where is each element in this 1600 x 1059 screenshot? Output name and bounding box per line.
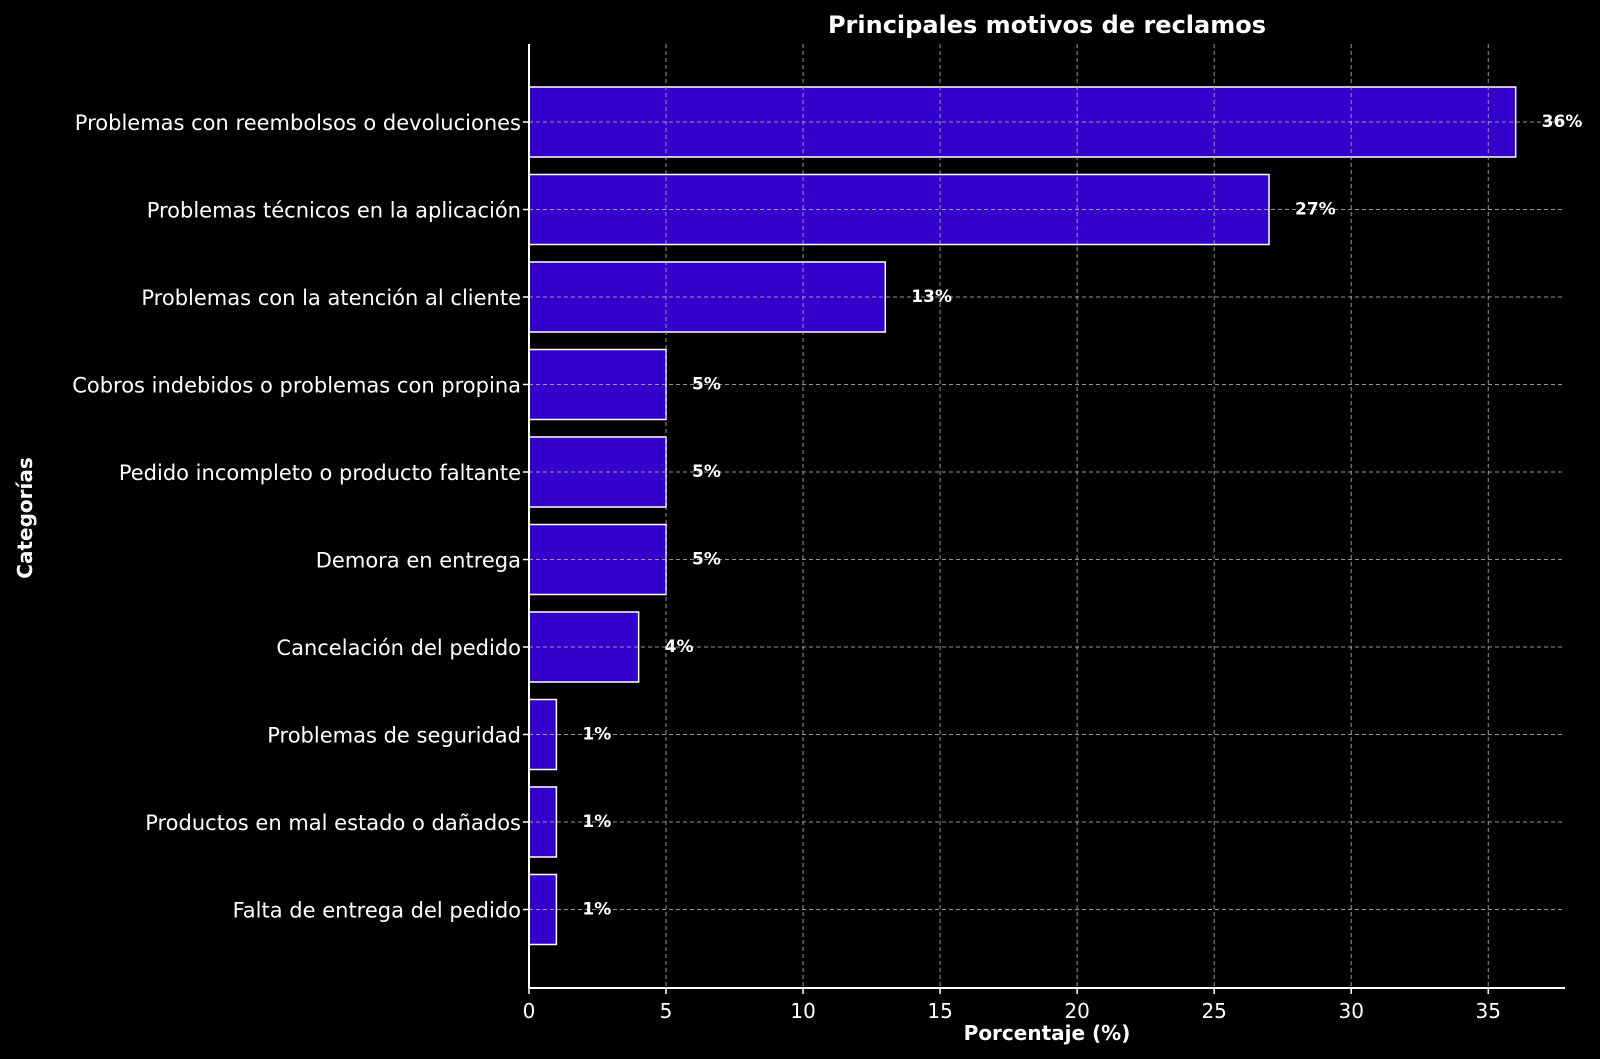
category-label: Problemas de seguridad: [267, 724, 521, 748]
category-label: Problemas técnicos en la aplicación: [147, 199, 521, 223]
category-label: Problemas con reembolsos o devoluciones: [75, 111, 521, 135]
chart-title: Principales motivos de reclamos: [828, 11, 1266, 39]
grid-lines: [529, 44, 1565, 988]
category-labels: Problemas con reembolsos o devoluciones P…: [72, 111, 521, 923]
data-label: 36%: [1542, 112, 1583, 132]
bar: [528, 523, 667, 596]
data-label: 4%: [665, 637, 694, 657]
x-tick-label: 35: [1476, 999, 1501, 1023]
data-label: 1%: [582, 725, 611, 745]
x-tick-label: 30: [1338, 999, 1363, 1023]
category-label: Cobros indebidos o problemas con propina: [72, 374, 521, 398]
category-label: Pedido incompleto o producto faltante: [119, 461, 521, 485]
x-axis-title: Porcentaje (%): [964, 1021, 1131, 1045]
data-labels: 36% 27% 13% 5% 5% 5% 4% 1% 1% 1%: [582, 112, 1582, 920]
x-tick-label: 25: [1201, 999, 1226, 1023]
category-label: Productos en mal estado o dañados: [145, 811, 521, 835]
x-ticks: 0 5 10 15 20 25 30 35: [523, 121, 1501, 1023]
data-label: 5%: [692, 375, 721, 395]
category-label: Problemas con la atención al cliente: [141, 286, 521, 310]
data-label: 5%: [692, 462, 721, 482]
x-tick-label: 5: [660, 999, 673, 1023]
bar: [528, 348, 667, 421]
x-tick-label: 0: [523, 999, 536, 1023]
x-tick-label: 20: [1064, 999, 1089, 1023]
category-label: Falta de entrega del pedido: [233, 899, 521, 923]
data-label: 1%: [582, 812, 611, 832]
x-tick-label: 10: [790, 999, 815, 1023]
category-label: Demora en entrega: [316, 549, 521, 573]
data-label: 13%: [911, 287, 952, 307]
data-label: 1%: [582, 900, 611, 920]
y-axis-title: Categorías: [13, 457, 37, 578]
x-tick-label: 15: [927, 999, 952, 1023]
data-label: 5%: [692, 550, 721, 570]
bar: [528, 436, 667, 508]
category-label: Cancelación del pedido: [276, 636, 521, 660]
bar: [528, 173, 1270, 246]
data-label: 27%: [1295, 200, 1336, 220]
axes: [528, 44, 1565, 989]
